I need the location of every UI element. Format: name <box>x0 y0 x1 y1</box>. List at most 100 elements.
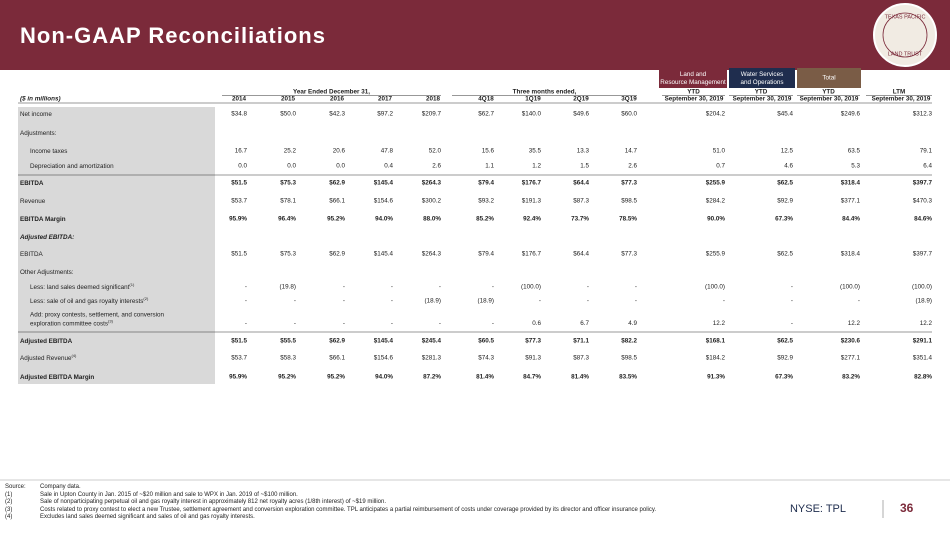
cell: $97.2 <box>377 111 393 118</box>
row-label: Add: proxy contests, settlement, and con… <box>30 311 165 318</box>
cell: - <box>587 298 589 305</box>
cell: - <box>791 298 793 305</box>
group-header: Three months ended, <box>513 89 577 96</box>
cell: - <box>791 320 793 327</box>
cell: 94.0% <box>375 216 393 223</box>
cell: 14.7 <box>625 148 638 155</box>
cell: (18.9) <box>478 298 494 305</box>
cell: 5.3 <box>851 163 860 170</box>
cell: - <box>343 284 345 291</box>
logo-ring <box>882 12 928 58</box>
cell: 1.2 <box>532 163 541 170</box>
cell: $60.0 <box>621 111 637 118</box>
cell: 25.2 <box>284 148 297 155</box>
cell: $75.3 <box>280 251 296 258</box>
label-shade <box>18 107 215 384</box>
footnote-marker: (4) <box>5 514 13 521</box>
footnote-marker: Source: <box>5 484 26 490</box>
footnote: (3) Costs related to proxy contest to ele… <box>5 507 725 515</box>
cell: - <box>245 298 247 305</box>
units-label: ($ in millions) <box>20 96 61 103</box>
row-label-text: Other Adjustments: <box>20 269 74 276</box>
cell: 88.0% <box>423 216 441 223</box>
footnote: Source: Company data. <box>5 484 725 492</box>
row-label-text: Income taxes <box>30 148 67 155</box>
cell: $77.3 <box>621 180 637 187</box>
legend-box <box>659 68 727 88</box>
cell: 91.3% <box>707 374 725 381</box>
row-label-text: Adjusted EBITDA Margin <box>20 374 94 381</box>
row-label-text: Adjusted EBITDA <box>20 338 73 345</box>
group-header: YTD <box>755 89 768 96</box>
cell: $377.1 <box>841 198 861 205</box>
cell: 0.7 <box>716 163 725 170</box>
cell: 83.2% <box>842 374 860 381</box>
legend-label: Total <box>822 75 835 82</box>
footnote: (1) Sale in Upton County in Jan. 2015 of … <box>5 492 725 500</box>
row-label: Income taxes <box>30 148 67 155</box>
cell: $470.3 <box>913 198 933 205</box>
row-label: Adjusted EBITDA: <box>19 234 74 241</box>
cell: $145.4 <box>374 338 394 345</box>
cell: 20.6 <box>333 148 346 155</box>
cell: 16.7 <box>235 148 248 155</box>
cell: 67.3% <box>775 216 793 223</box>
cell: $255.9 <box>706 180 726 187</box>
cell: $62.5 <box>777 180 793 187</box>
cell: 0.4 <box>384 163 393 170</box>
cell: $145.4 <box>374 251 394 258</box>
cell: $71.1 <box>573 338 589 345</box>
cell: - <box>343 298 345 305</box>
column-header: September 30, 2019 <box>665 96 724 103</box>
cell: - <box>723 298 725 305</box>
cell: 95.9% <box>229 374 247 381</box>
cell: $78.1 <box>280 198 296 205</box>
cell: $62.5 <box>777 251 793 258</box>
cell: $184.2 <box>706 355 726 362</box>
column-header: 2015 <box>281 96 296 103</box>
column-header: 1Q19 <box>525 96 541 103</box>
cell: - <box>587 284 589 291</box>
column-header: September 30, 2019 <box>872 96 931 103</box>
cell: 1.1 <box>485 163 494 170</box>
cell: 12.5 <box>781 148 794 155</box>
cell: $291.1 <box>913 338 933 345</box>
footnote-ref: (2) <box>143 296 149 301</box>
cell: $42.3 <box>329 111 345 118</box>
row-label: Net income <box>20 111 52 118</box>
row-label-text: Adjusted Revenue <box>20 355 72 362</box>
cell: (19.8) <box>280 284 296 291</box>
footnote: (2) Sale of nonparticipating perpetual oi… <box>5 499 725 507</box>
cell: 12.2 <box>920 320 933 327</box>
cell: $281.3 <box>422 355 442 362</box>
cell: - <box>391 298 393 305</box>
cell: $74.3 <box>478 355 494 362</box>
row-label-text: Adjustments: <box>20 130 57 137</box>
column-header: 2014 <box>232 96 247 103</box>
cell: 95.2% <box>278 374 296 381</box>
group-header: LTM <box>893 89 905 96</box>
cell: $60.5 <box>478 338 494 345</box>
cell: 83.5% <box>619 374 637 381</box>
legend-label: Water Services and Operations <box>740 71 783 86</box>
cell: $191.3 <box>522 198 542 205</box>
cell: 52.0 <box>429 148 442 155</box>
footnote-text: Excludes land sales deemed significant a… <box>40 514 255 521</box>
cell: $300.2 <box>422 198 442 205</box>
cell: (100.0) <box>912 284 932 291</box>
cell: 96.4% <box>278 216 296 223</box>
cell: $154.6 <box>374 355 394 362</box>
cell: - <box>439 320 441 327</box>
cell: 4.9 <box>628 320 637 327</box>
column-header: 2Q19 <box>573 96 589 103</box>
cell: $230.6 <box>841 338 861 345</box>
cell: $51.5 <box>231 180 247 187</box>
ticker: NYSE: TPL <box>790 503 846 515</box>
cell: 15.6 <box>482 148 495 155</box>
cell: $318.4 <box>841 251 861 258</box>
cell: $255.9 <box>706 251 726 258</box>
cell: $249.6 <box>841 111 861 118</box>
cell: 85.2% <box>476 216 494 223</box>
page-number: 36 <box>900 501 914 515</box>
cell: 84.7% <box>523 374 541 381</box>
